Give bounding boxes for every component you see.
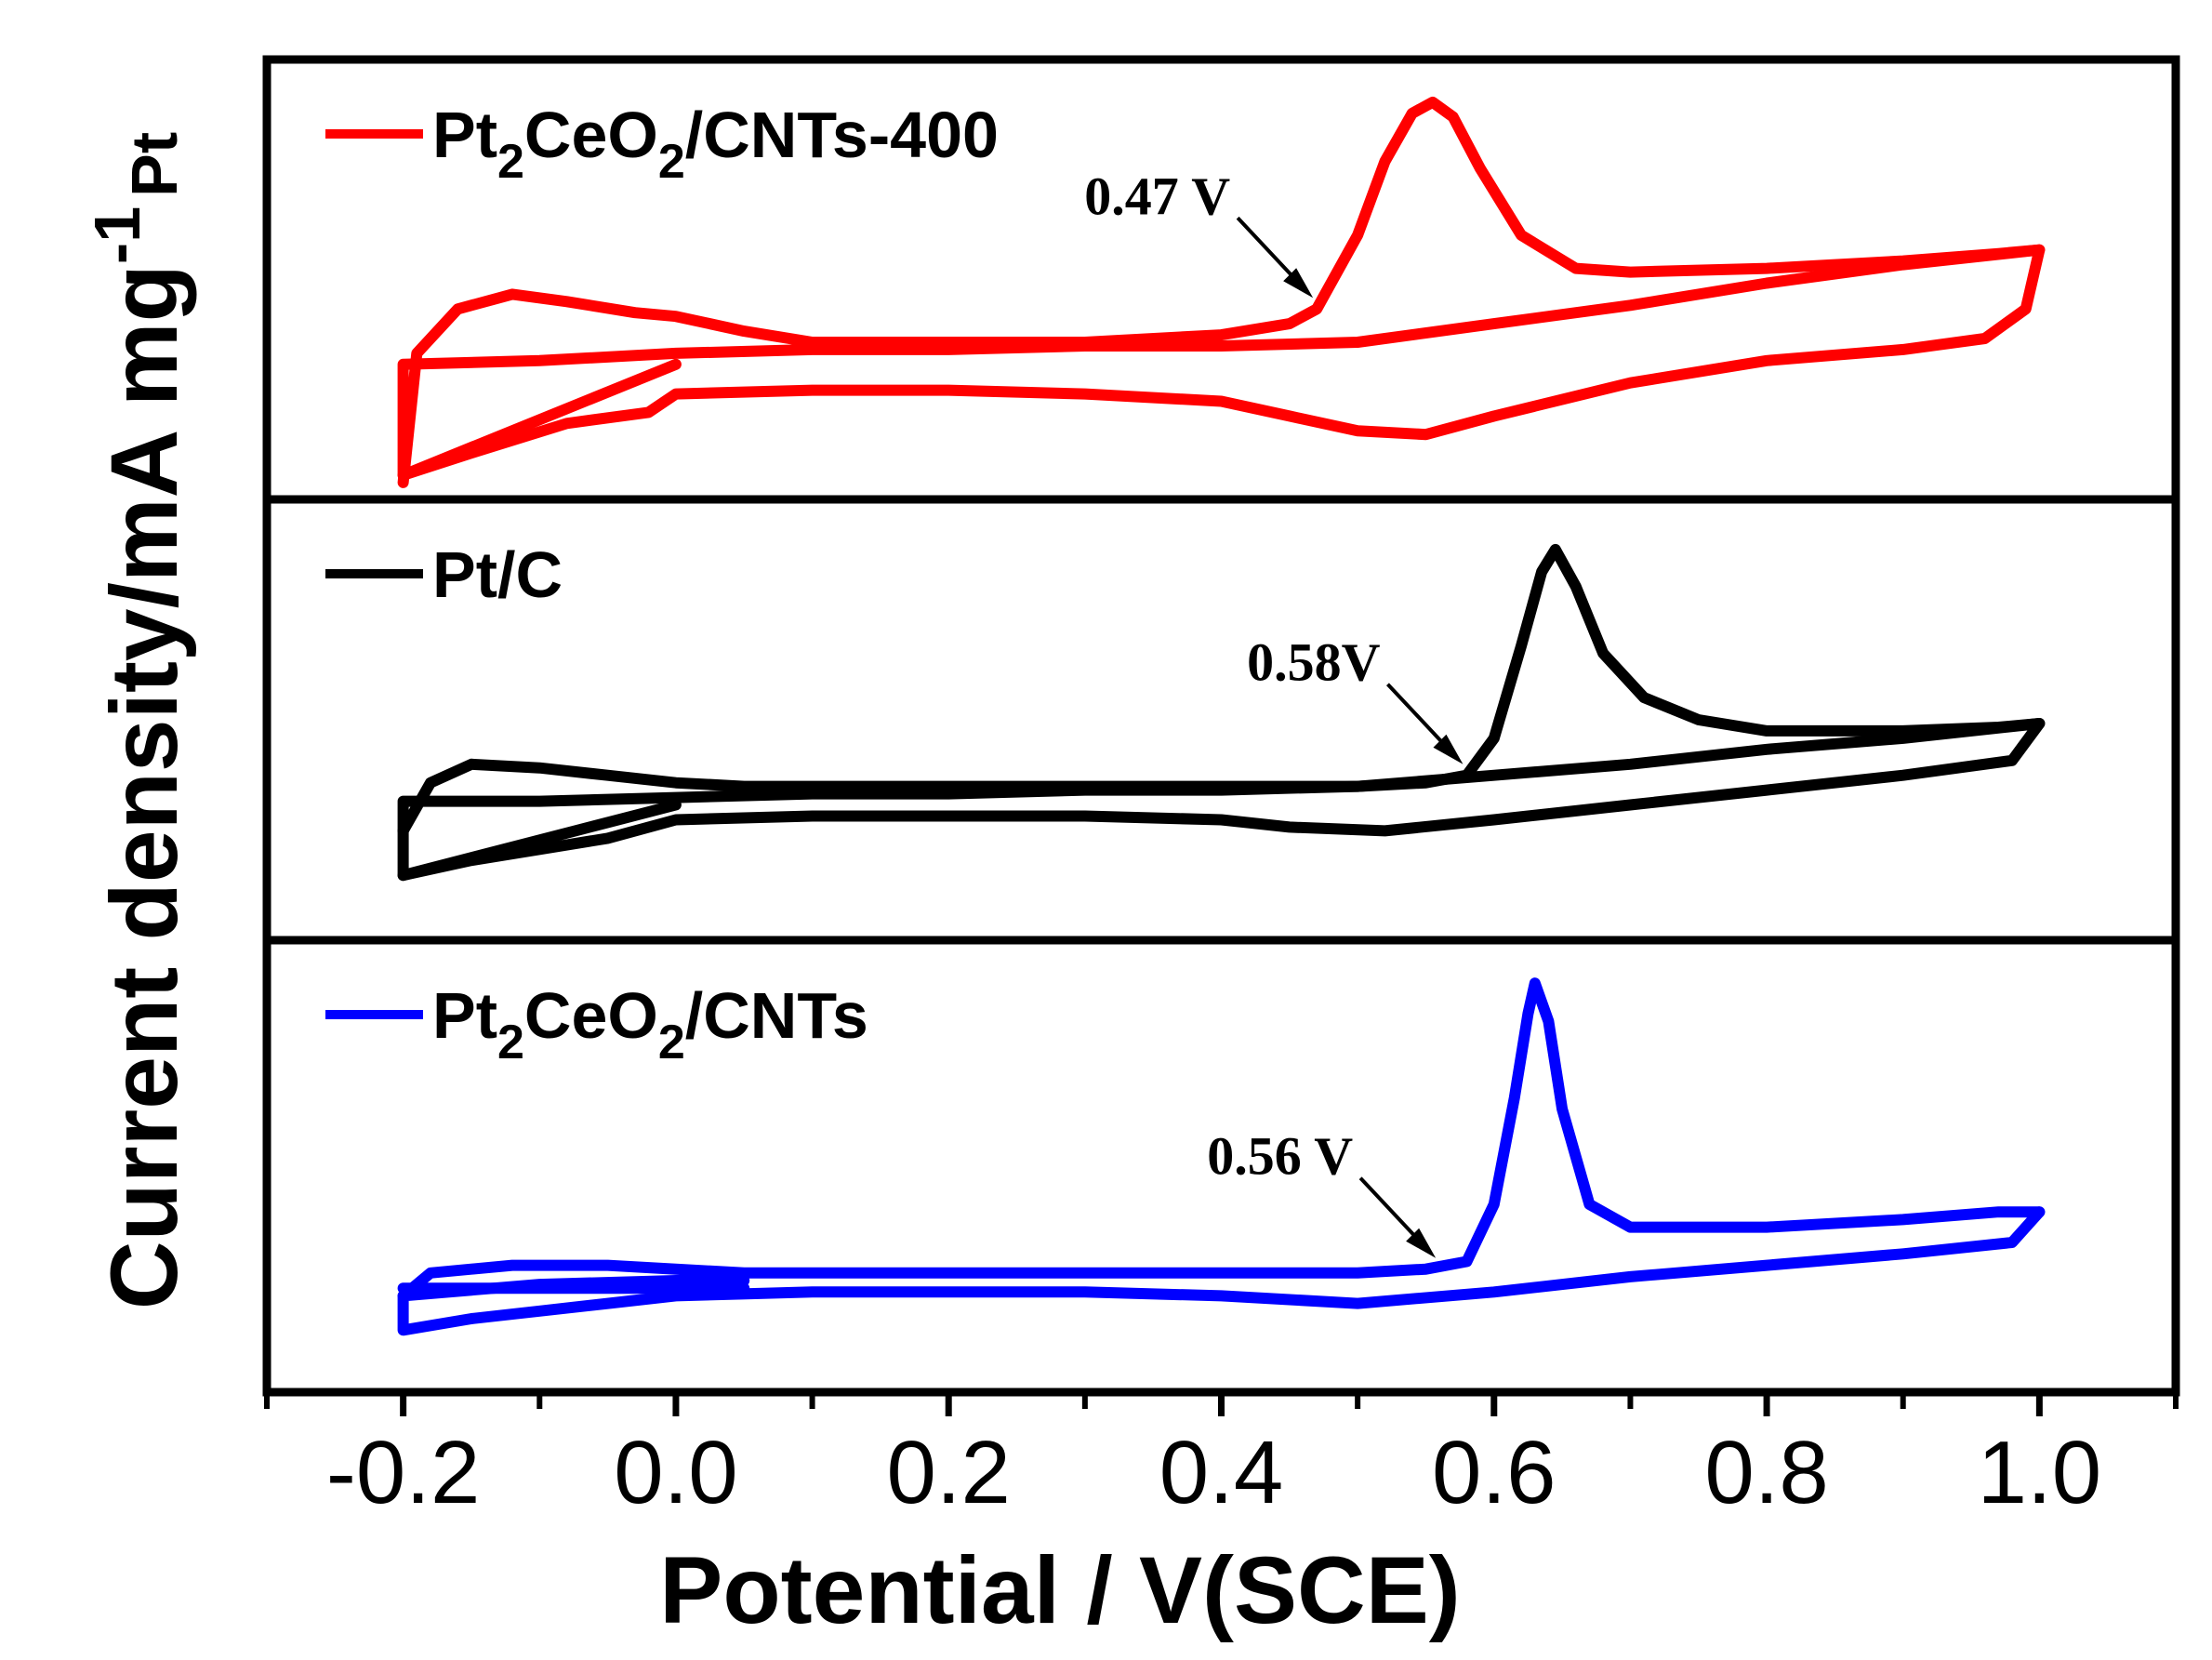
- legend-label: Pt/C: [432, 538, 563, 611]
- annotation-arrow-head: [1433, 734, 1464, 764]
- legend-text-part: /CNTs-400: [685, 99, 999, 171]
- legend-text-part: Pt: [432, 99, 497, 171]
- legend-subscript: 2: [658, 135, 685, 189]
- cv-curve-forward: [397, 977, 2046, 1302]
- plot-frame: [262, 55, 2180, 1397]
- legend-label: Pt2CeO2/CNTs: [432, 979, 868, 1069]
- peak-onset-annotation: 0.58V: [1247, 632, 1381, 693]
- x-tick-label: 0.6: [1432, 1423, 1556, 1522]
- x-tick-label: 1.0: [1978, 1423, 2101, 1522]
- legend-text-part: /CNTs: [685, 979, 868, 1052]
- legend-subscript: 2: [497, 135, 524, 189]
- peak-onset-annotation: 0.47 V: [1084, 166, 1230, 226]
- cv-curve-reverse: [397, 1206, 2046, 1336]
- y-axis-label-sup: -1: [81, 206, 153, 264]
- annotation-arrow-head: [1283, 268, 1314, 299]
- peak-onset-annotation: 0.56 V: [1207, 1126, 1353, 1187]
- cv-curve-segment: [397, 358, 682, 481]
- x-tick-label: 0.2: [886, 1423, 1010, 1522]
- legend-text-part: Pt: [432, 979, 497, 1052]
- legend-subscript: 2: [497, 1016, 524, 1069]
- cv-curve-segment: [397, 799, 682, 882]
- legend-text-part: Pt/C: [432, 538, 563, 611]
- y-axis-label-main: Current density/mA mg: [91, 264, 197, 1309]
- x-tick-label: 0.4: [1159, 1423, 1283, 1522]
- x-tick-label: -0.2: [326, 1423, 480, 1522]
- legend-text-part: CeO: [524, 99, 658, 171]
- cv-curve-reverse: [397, 244, 2046, 481]
- x-tick-label: 0.0: [614, 1423, 737, 1522]
- cv-curve-reverse: [397, 718, 2046, 882]
- x-axis: -0.2 0.0 0.2 0.4 0.6 0.8 1.0: [264, 1396, 2179, 1522]
- legend-label: Pt2CeO2/CNTs-400: [432, 99, 999, 189]
- x-axis-label: Potential / V(SCE): [659, 1537, 1460, 1643]
- panel-2: Pt/C 0.58V: [325, 538, 2046, 882]
- cv-curve-forward: [397, 96, 2046, 488]
- annotation-arrow-head: [1406, 1228, 1437, 1258]
- legend-subscript: 2: [658, 1016, 685, 1069]
- legend-text-part: CeO: [524, 979, 658, 1052]
- y-axis-label-sub: Pt: [118, 132, 191, 197]
- y-axis-label: Current density/mA mg-1 Pt: [81, 132, 197, 1309]
- x-tick-label: 0.8: [1704, 1423, 1828, 1522]
- axis-labels: Potential / V(SCE) Current density/mA mg…: [81, 132, 1461, 1643]
